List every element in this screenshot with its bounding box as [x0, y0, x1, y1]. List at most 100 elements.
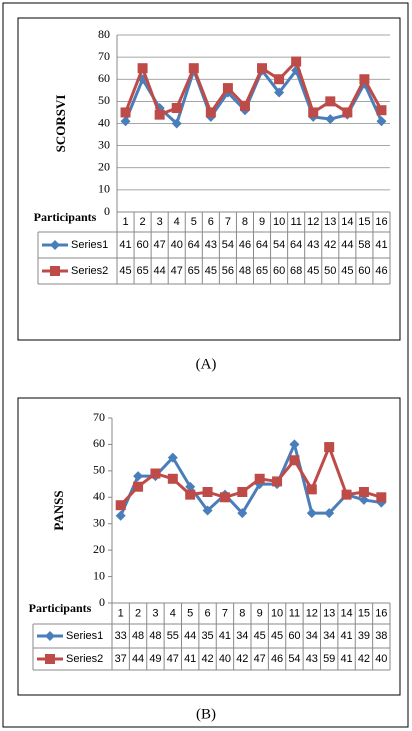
table-value: 41 [119, 239, 131, 251]
marker [341, 489, 352, 500]
marker [306, 484, 317, 495]
table-value: 41 [184, 653, 196, 665]
table-value: 41 [375, 239, 387, 251]
table-value: 45 [254, 630, 266, 642]
marker [289, 455, 300, 466]
y-tick-label: 70 [98, 49, 110, 63]
marker [202, 505, 213, 516]
y-axis-label: PANSS [51, 490, 66, 530]
table-value: 33 [115, 630, 127, 642]
table-value: 54 [222, 239, 234, 251]
table-value: 60 [136, 239, 148, 251]
marker [150, 468, 161, 479]
table-value: 56 [222, 265, 234, 277]
table-value: 54 [273, 239, 285, 251]
marker [171, 103, 182, 114]
x-tick-label: 4 [170, 607, 176, 619]
y-tick-label: 40 [93, 489, 105, 503]
table-value: 40 [375, 653, 387, 665]
table-value: 37 [115, 653, 127, 665]
table-value: 59 [323, 653, 335, 665]
caption: (B) [196, 706, 216, 722]
table-value: 47 [154, 239, 166, 251]
x-tick-label: 15 [358, 607, 370, 619]
x-tick-label: 11 [289, 607, 300, 619]
marker [291, 56, 302, 67]
table-value: 54 [288, 653, 300, 665]
table-value: 34 [236, 630, 248, 642]
table-value: 65 [256, 265, 268, 277]
y-tick-label: 50 [93, 463, 105, 477]
marker [325, 96, 336, 107]
table-value: 46 [239, 239, 251, 251]
marker [222, 83, 233, 94]
marker [325, 114, 336, 125]
table-value: 42 [324, 239, 336, 251]
table-value: 60 [358, 265, 370, 277]
chart-frame [17, 397, 401, 696]
table-value: 47 [171, 265, 183, 277]
marker [120, 107, 131, 118]
table-value: 47 [167, 653, 179, 665]
series-line [124, 58, 383, 117]
marker [219, 492, 230, 503]
table-value: 40 [219, 653, 231, 665]
marker [45, 654, 55, 664]
table-value: 47 [254, 653, 266, 665]
marker [289, 439, 300, 450]
y-tick-label: 80 [98, 27, 110, 41]
x-tick-label: 12 [307, 216, 319, 228]
table-value: 43 [205, 239, 217, 251]
table-value: 41 [340, 653, 352, 665]
marker [167, 452, 178, 463]
table-value: 45 [205, 265, 217, 277]
marker [237, 487, 248, 497]
table-value: 42 [236, 653, 248, 665]
marker [358, 487, 369, 497]
y-tick-label: 20 [93, 542, 105, 556]
marker [376, 105, 387, 116]
table-value: 40 [171, 239, 183, 251]
y-tick-label: 10 [98, 182, 110, 196]
marker [188, 63, 199, 74]
table-value: 64 [188, 239, 200, 251]
marker [359, 74, 370, 85]
marker [171, 118, 182, 129]
table-value: 34 [323, 630, 335, 642]
marker [274, 74, 285, 85]
table-value: 48 [149, 630, 161, 642]
marker [205, 107, 216, 118]
x-tick-label: 10 [273, 216, 285, 228]
marker [167, 473, 178, 484]
x-tick-label: 5 [187, 607, 193, 619]
table-value: 42 [358, 653, 370, 665]
marker [45, 631, 55, 641]
table-value: 45 [341, 265, 353, 277]
marker [115, 500, 126, 511]
y-tick-label: 60 [98, 71, 110, 85]
table-value: 48 [239, 265, 251, 277]
table-value: 35 [201, 630, 213, 642]
chart-frame [17, 17, 401, 341]
x-tick-label: 1 [118, 607, 124, 619]
x-tick-label: 3 [157, 216, 163, 228]
x-tick-label: 12 [306, 607, 318, 619]
x-tick-label: 5 [191, 216, 197, 228]
table-value: 34 [306, 630, 318, 642]
table-value: 65 [188, 265, 200, 277]
table-value: 60 [288, 630, 300, 642]
marker [50, 240, 60, 250]
x-tick-label: 16 [375, 607, 387, 619]
x-tick-label: 2 [135, 607, 141, 619]
y-tick-label: 60 [93, 436, 105, 450]
marker [274, 87, 285, 98]
marker [308, 107, 319, 118]
table-value: 49 [149, 653, 161, 665]
legend-label: Series1 [71, 239, 108, 251]
marker [239, 100, 250, 111]
table-value: 60 [273, 265, 285, 277]
table-value: 68 [290, 265, 302, 277]
x-tick-label: 4 [174, 216, 180, 228]
